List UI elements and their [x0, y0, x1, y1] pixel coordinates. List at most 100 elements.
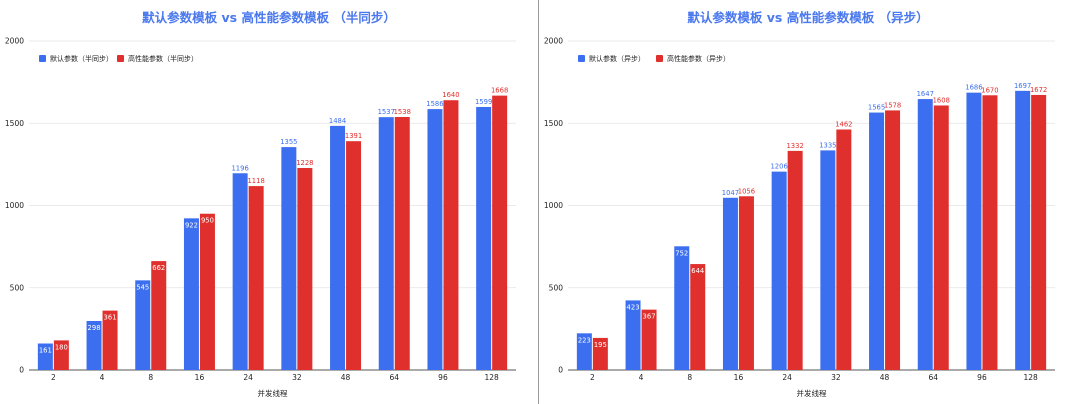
data-label: 1335 [819, 141, 836, 149]
bar [53, 340, 69, 370]
bar [641, 309, 657, 370]
bar [592, 337, 608, 370]
x-tick-label: 48 [880, 373, 890, 382]
bar [86, 320, 102, 370]
data-label: 1206 [770, 163, 787, 171]
data-label: 1332 [786, 142, 803, 150]
data-label: 367 [643, 313, 656, 321]
data-label: 423 [627, 303, 640, 311]
y-tick-label: 1500 [544, 119, 563, 128]
x-tick-label: 24 [782, 373, 792, 382]
data-label: 1672 [1030, 86, 1047, 94]
chart-panel-semi-sync: 0 500 1000 1500 2000 默认参数模板 vs 高性能参数模板 （半同步） 默… [0, 0, 538, 404]
x-tick-label: 16 [195, 373, 205, 382]
bar [427, 109, 443, 370]
bar [281, 147, 297, 370]
data-label: 1196 [231, 164, 248, 172]
data-label: 1640 [442, 91, 459, 99]
y-tick-label: 0 [19, 366, 24, 375]
legend-label: 高性能参数（异步） [667, 54, 730, 63]
chart-async: 0 500 1000 1500 2000 默认参数模板 vs 高性能参数模板 （异步） 默认… [544, 10, 1055, 398]
y-tick-label: 2000 [5, 37, 24, 46]
data-label: 922 [185, 221, 198, 229]
data-label: 161 [39, 347, 52, 355]
data-label: 1697 [1014, 82, 1031, 90]
data-label: 1565 [868, 104, 885, 112]
bar [151, 261, 167, 370]
x-tick-label: 16 [734, 373, 744, 382]
bar [346, 141, 362, 370]
bar [576, 333, 592, 370]
bar [378, 117, 394, 370]
bar [102, 310, 118, 370]
data-label: 752 [675, 249, 688, 257]
bar [135, 280, 151, 370]
data-label: 1578 [884, 101, 901, 109]
bar [248, 186, 264, 370]
x-tick-label: 4 [100, 373, 105, 382]
data-label: 1586 [426, 100, 443, 108]
panel-divider [538, 0, 539, 404]
bar [37, 343, 53, 370]
y-tick-label: 1000 [544, 201, 563, 210]
y-tick-label: 500 [10, 283, 25, 292]
bar [199, 213, 215, 370]
legend-label: 默认参数（半同步） [50, 54, 113, 63]
data-label: 1647 [917, 90, 934, 98]
chart-title: 默认参数模板 vs 高性能参数模板 （异步） [687, 10, 928, 25]
x-tick-label: 8 [687, 373, 692, 382]
bar [917, 99, 933, 371]
x-tick-label: 48 [341, 373, 351, 382]
data-label: 662 [152, 264, 165, 272]
x-tick-label: 128 [484, 373, 499, 382]
data-label: 223 [578, 336, 591, 344]
bar [722, 197, 738, 370]
legend-swatch [656, 55, 663, 62]
bar [394, 116, 410, 371]
bar [625, 300, 641, 370]
bar [982, 95, 998, 370]
x-axis-label: 并发线程 [258, 388, 288, 398]
x-tick-label: 64 [389, 373, 399, 382]
data-label: 1599 [475, 98, 492, 106]
data-label: 1484 [329, 117, 346, 125]
chart-title: 默认参数模板 vs 高性能参数模板 （半同步） [142, 10, 396, 25]
legend-label: 高性能参数（半同步） [128, 54, 198, 63]
chart-semi-sync: 0 500 1000 1500 2000 默认参数模板 vs 高性能参数模板 （半同步） 默… [5, 10, 516, 398]
bar [232, 173, 248, 370]
x-tick-label: 96 [438, 373, 448, 382]
bar [820, 150, 836, 370]
data-label: 1056 [738, 187, 755, 195]
chart-panel-async: 0 500 1000 1500 2000 默认参数模板 vs 高性能参数模板 （异步） 默认… [539, 0, 1077, 404]
bar [836, 129, 852, 370]
data-label: 298 [88, 324, 101, 332]
bar [966, 92, 982, 370]
data-label: 1537 [378, 108, 395, 116]
bar [1031, 94, 1047, 371]
data-label: 1228 [296, 159, 313, 167]
x-tick-label: 24 [243, 373, 253, 382]
bar [690, 264, 706, 370]
x-tick-label: 2 [51, 373, 56, 382]
bar [1015, 90, 1031, 370]
data-label: 1538 [394, 108, 411, 116]
data-label: 1668 [491, 87, 508, 95]
bar [183, 218, 199, 370]
data-label: 545 [136, 283, 149, 291]
data-label: 1355 [280, 138, 297, 146]
x-tick-label: 2 [590, 373, 595, 382]
data-label: 1608 [933, 96, 950, 104]
legend-swatch [117, 55, 124, 62]
x-tick-label: 8 [148, 373, 153, 382]
x-tick-label: 32 [831, 373, 841, 382]
bar [738, 196, 754, 370]
data-label: 1686 [965, 84, 982, 92]
data-label: 180 [55, 343, 68, 351]
legend-swatch [39, 55, 46, 62]
legend-label: 默认参数（异步） [589, 54, 645, 63]
bar [787, 150, 803, 370]
y-tick-label: 1500 [5, 119, 24, 128]
bar [674, 246, 690, 370]
x-tick-label: 64 [928, 373, 938, 382]
